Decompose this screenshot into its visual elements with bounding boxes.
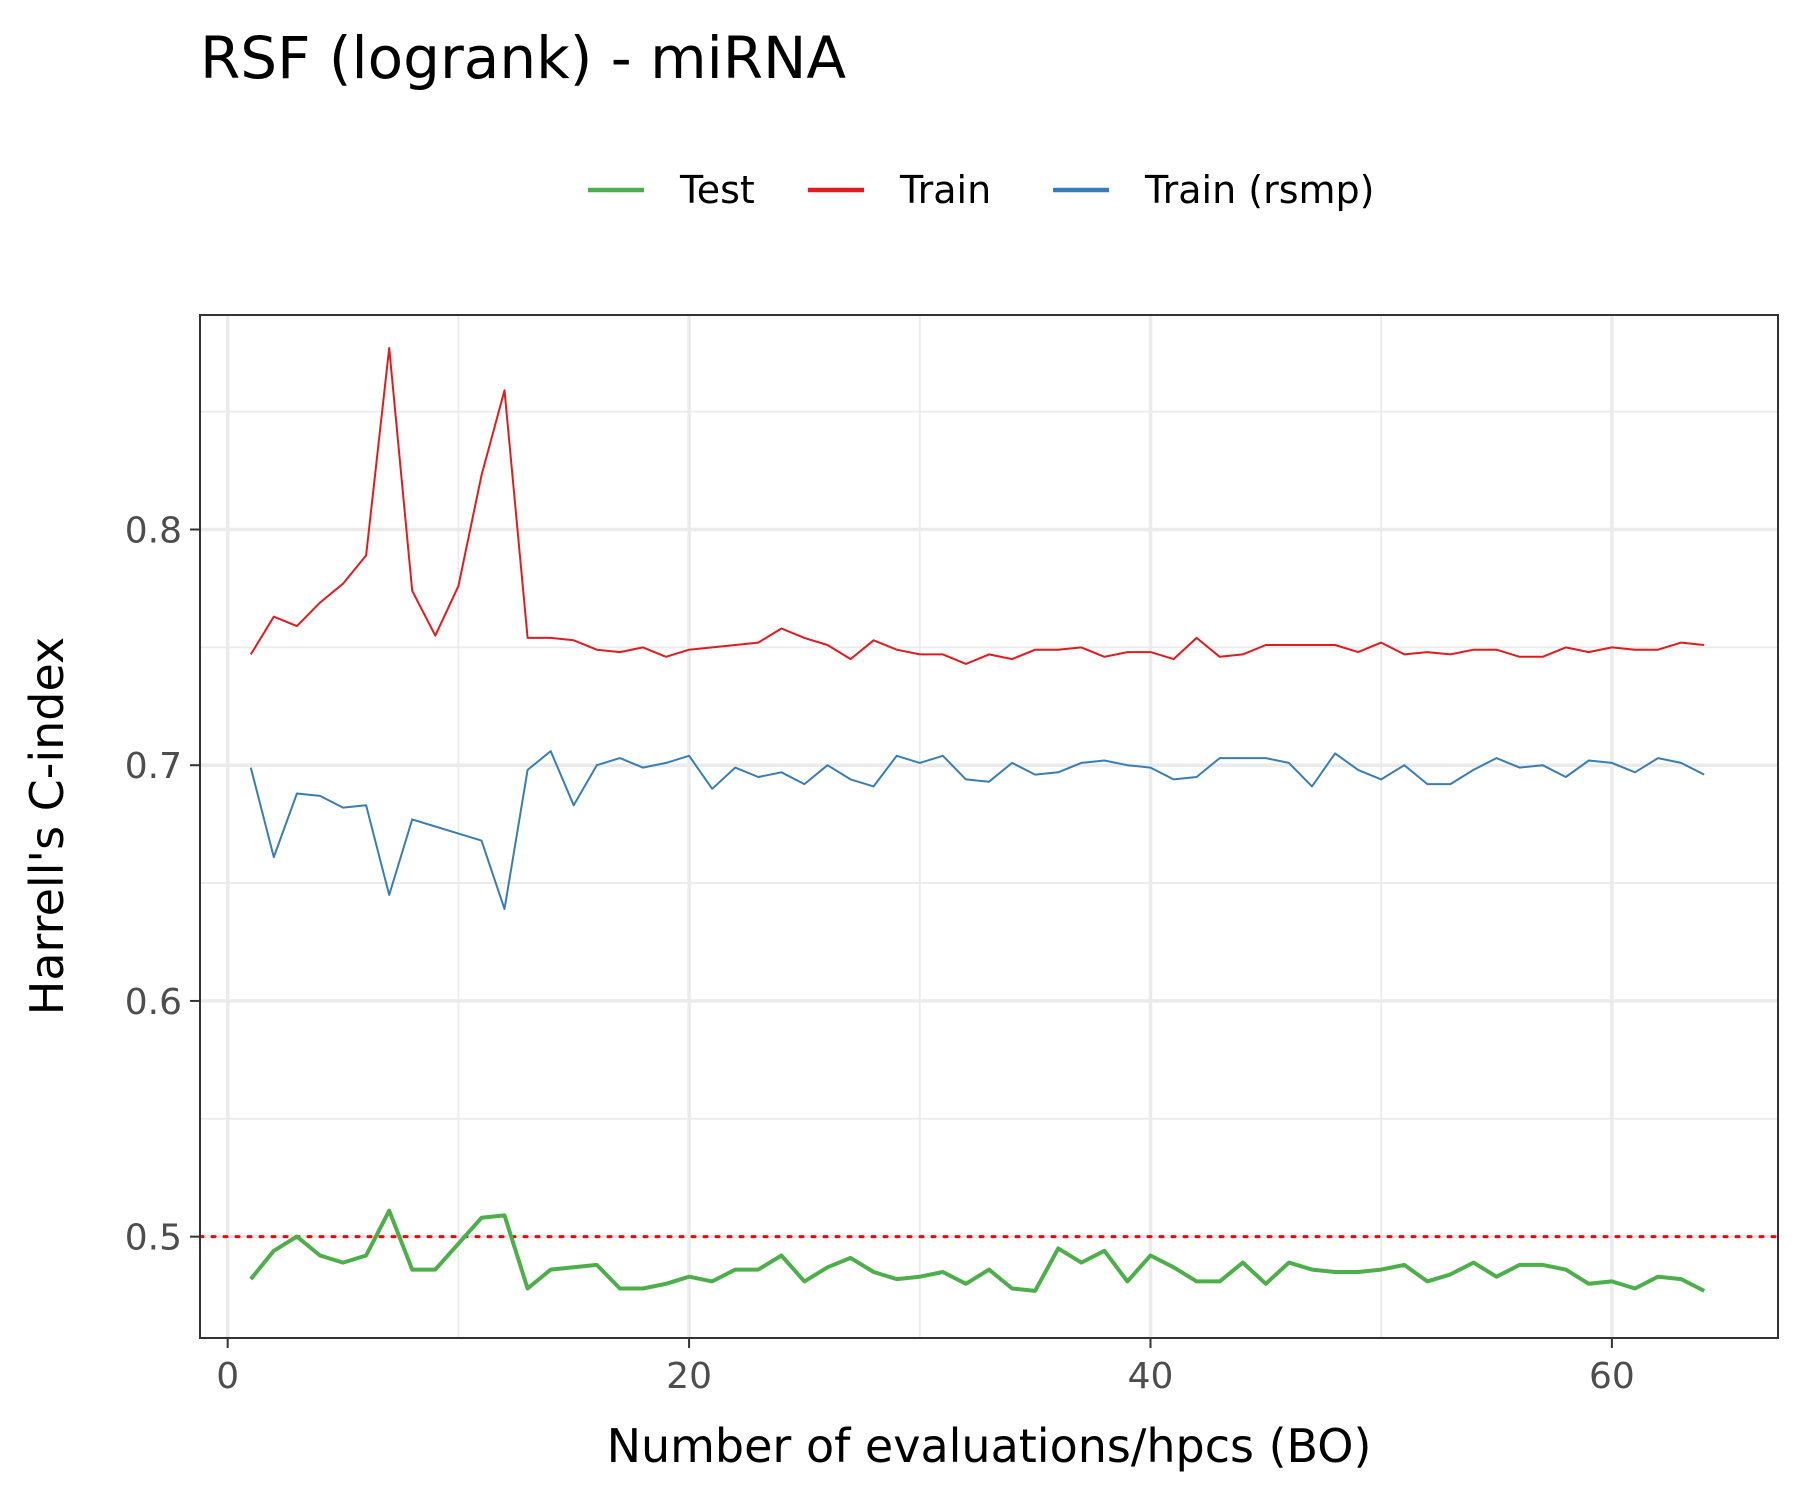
x-tick-label: 20 <box>666 1356 712 1397</box>
series-line-train <box>249 347 1705 665</box>
y-axis-title: Harrell's C-index <box>20 637 74 1015</box>
series-group <box>249 347 1706 1293</box>
legend-label-train-rsmp: Train (rsmp) <box>1144 168 1374 212</box>
x-axis-title: Number of evaluations/hpcs (BO) <box>607 1419 1372 1473</box>
legend-label-test: Test <box>679 168 755 212</box>
legend: Test Train Train (rsmp) <box>588 168 1374 212</box>
chart-title: RSF (logrank) - miRNA <box>200 24 846 92</box>
y-tick-label: 0.8 <box>125 511 182 552</box>
y-tick-label: 0.7 <box>125 746 182 787</box>
grid <box>200 315 1778 1338</box>
x-tick-label: 0 <box>216 1356 239 1397</box>
plot-border <box>199 314 1779 1339</box>
plot-background <box>200 315 1778 1338</box>
y-tick-label: 0.6 <box>125 982 182 1023</box>
legend-label-train: Train <box>899 168 991 212</box>
x-tick-label: 40 <box>1128 1356 1174 1397</box>
y-tick-label: 0.5 <box>125 1218 182 1259</box>
x-tick-label: 60 <box>1589 1356 1635 1397</box>
series-line-train-rsmp <box>249 750 1705 910</box>
axis-ticks: 0 20 40 60 0.5 0.6 0.7 0.8 <box>125 511 1635 1398</box>
series-line-test <box>249 1208 1706 1293</box>
